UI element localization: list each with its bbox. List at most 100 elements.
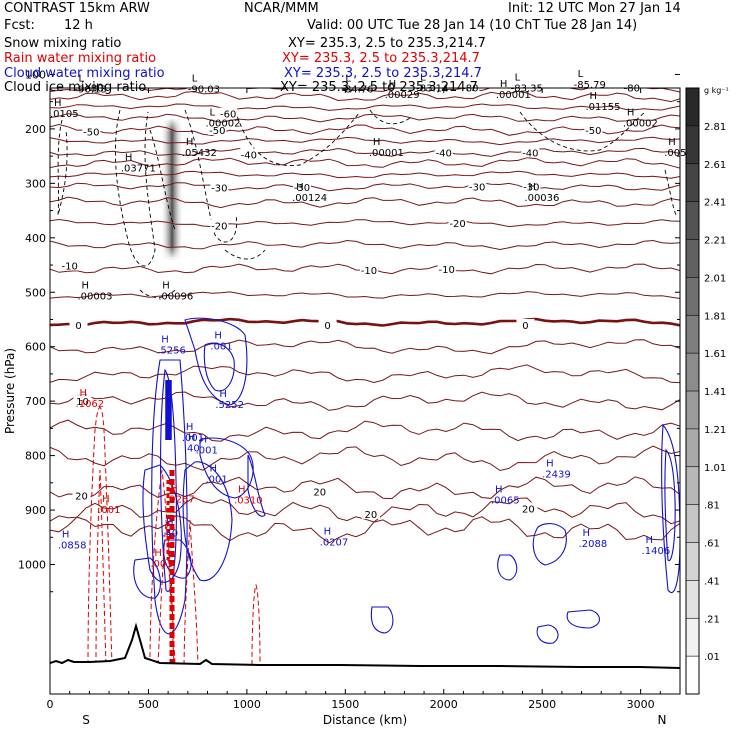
extremum-mark: H [238,484,246,495]
x-tick-label: 2500 [528,698,556,711]
cloud-water-contour [566,609,600,629]
extremum-mark: H [209,464,217,475]
isotherm-label-bg [69,318,88,330]
isotherm-line [50,103,680,111]
y-tick-label: 200 [25,123,46,136]
extremum-mark: H [80,388,88,399]
colorbar-label: .81 [704,501,720,512]
isotherm-label-bg [522,180,541,192]
isotherm-label: -50 [585,126,601,137]
y-tick-label: 400 [25,232,46,245]
isotherm-label: 20 [522,504,535,515]
rain-water-contours [87,407,261,666]
extremum-value: .001 [182,433,204,444]
colorbar-segment [686,315,699,354]
extremum-value: .00002 [205,119,240,130]
cloud-water-contour [532,523,567,566]
extremum-value: .1406 [642,546,671,557]
isotherm-label: -50 [83,128,99,139]
cloud-water-contour [536,624,559,644]
extremum-mark: L [209,108,215,119]
isotherm-label-bg [82,125,101,137]
extremum-value: -84.76 [341,84,373,95]
colorbar-label: 2.81 [704,122,726,133]
cloud-water-contour [182,461,233,582]
snow-shading-fade [160,118,184,260]
colorbar-label: .41 [704,576,720,587]
isotherm-label-bg [359,263,378,275]
isotherm-line [50,147,680,157]
isotherm-label-bg [219,107,238,119]
extremum-value: .01155 [585,102,620,113]
extremum-mark: L [578,69,584,80]
extremum-mark: H [125,152,133,163]
extremum-mark: H [373,137,381,148]
y-tick-label: 900 [25,504,46,517]
isotherm-label-bg [239,148,258,160]
init-time: Init: 12 UTC Mon 27 Jan 14 [508,1,681,16]
colorbar-segment [686,391,699,429]
extremum-value: .2439 [542,469,571,480]
isotherm-label-bg [584,123,603,135]
colorbar-segment [686,656,699,694]
extremum-value: .0858 [58,541,87,552]
isotherm-label-bg [72,489,91,501]
x-end-label-left: S [82,713,90,727]
isotherm-line [50,514,680,544]
extremum-mark: H [219,389,227,400]
cloud-water-contour [133,557,161,599]
extremum-value: .00029 [385,90,420,101]
extremum-mark: H [62,530,70,541]
isotherm-label-bg [210,181,229,193]
center-label: NCAR/MMM [244,1,319,16]
extremum-mark: H [389,79,397,90]
isotherm-label-bg [318,318,337,330]
plot-frame [49,87,681,695]
extremum-value: .40 [162,529,178,540]
extremum-mark: H [161,335,169,346]
colorbar: 2.81 2.61 2.41 2.21 2.01 1.81 1.61 1.41 1.21 1.01… [685,86,729,695]
isotherm-line [50,90,680,103]
isotherm-label-bg [310,485,329,497]
contour-labels: -80 -80 -80 -60 -50 -50 -50 -40 -40 -40 -30 -30 -30 -… [50,69,687,570]
isotherm-label: -20 [449,219,465,230]
cloud-ice-contour [519,111,646,152]
field-xy-ice: XY= 235.3, 2.5 to 235.3,214.7 [280,80,478,95]
extremum-mark: H [82,280,90,291]
extremum-mark: H [154,548,162,559]
isotherm-line [50,291,680,299]
isotherm-line [50,496,680,525]
colorbar-unit: g kg⁻¹ [704,86,729,95]
isotherm-label: -80 [624,84,640,95]
colorbar-label: .21 [704,614,720,625]
isotherm-label-bg [210,219,229,231]
x-tick-label: 2000 [430,698,458,711]
extremum-value: .5252 [215,400,244,411]
extremum-value: .0105 [50,109,79,120]
cloud-water-contour [370,606,394,634]
extremum-mark: H [528,182,536,193]
isotherm-line [50,88,680,93]
isotherm-label-bg [73,395,92,407]
cloud-water-contour [163,539,192,579]
cloud-ice-contour [57,119,68,216]
colorbar-label: 1.81 [704,311,726,322]
isotherm-label: -80 [462,84,478,95]
extremum-mark: L [420,72,426,83]
extremum-value: .005 [664,148,686,159]
isotherm-line [50,182,680,192]
valid-time: Valid: 00 UTC Tue 28 Jan 14 (10 ChT Tue … [307,18,638,33]
extremum-mark: H [627,108,635,119]
fcst-label: Fcst: [4,18,35,33]
x-axis-label: Distance (km) [323,713,407,727]
isotherm-line [50,170,680,179]
extremum-value: .001 [210,341,232,352]
x-end-label-right: N [658,713,667,727]
isotherm-label-bg [208,123,227,135]
terrain-profile [50,622,680,694]
y-tick-label: 500 [25,286,46,299]
isotherm-label: -10 [439,265,455,276]
extremum-value: .001 [205,475,227,486]
